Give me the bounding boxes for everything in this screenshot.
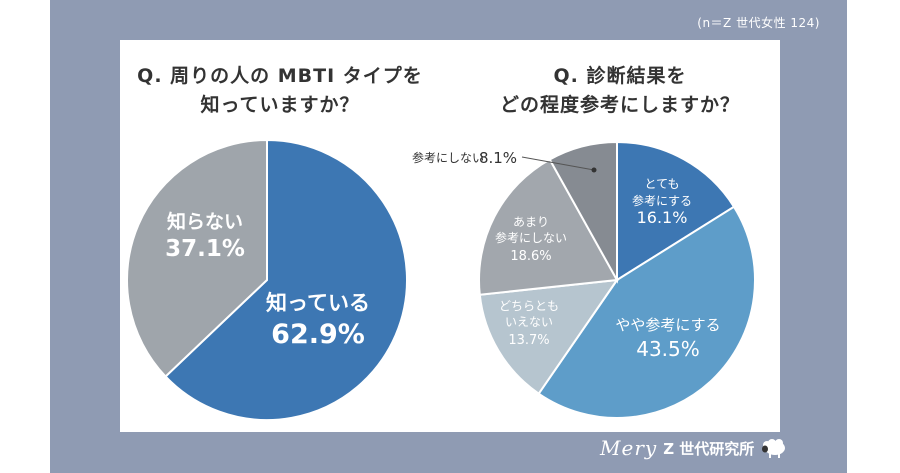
chart1-slice-1-value: 62.9% (271, 319, 365, 350)
chart2-slice-5 (548, 140, 618, 284)
chart1-slice-1 (164, 138, 408, 421)
chart1-slice-2 (126, 138, 268, 378)
chart2-callout-line (521, 156, 595, 171)
chart2-slice-3-label-2: いえない (505, 315, 553, 329)
chart2-title: Q. 診断結果を どの程度参考にしますか？ (470, 62, 770, 120)
chart2-slice-4-label-1: あまり (513, 215, 549, 229)
chart2-slice-1-label-2: 参考にする (632, 193, 692, 208)
chart2-title-line1: Q. 診断結果を (553, 65, 687, 87)
chart2-slice-2-value: 43.5% (636, 337, 700, 361)
chart1-title-line1: Q. 周りの人の MBTI タイプを (137, 65, 423, 87)
sample-note: (n＝Z 世代女性 124) (697, 16, 820, 30)
sheep-icon (762, 439, 786, 458)
chart2-slice-3-value: 13.7% (508, 333, 549, 348)
chart2-slice-2 (537, 205, 756, 419)
chart2-slice-3 (478, 278, 620, 396)
chart2-slice-1 (616, 140, 736, 282)
chart2-slice-5-value: 8.1% (479, 149, 517, 167)
chart2-callout-dot (591, 167, 597, 173)
chart1-slice-1-label-1: 知っている (266, 291, 370, 315)
chart1-slice-2-label-1: 知らない (167, 210, 243, 233)
chart2-slice-4-label-2: 参考にしない (495, 230, 567, 245)
brand-script: Mery (600, 436, 658, 460)
chart2-slice-1-label-1: とても (644, 177, 679, 191)
chart2-slice-4-value: 18.6% (510, 249, 551, 264)
chart2-slice-2-label-1: やや参考にする (615, 316, 720, 334)
chart2-slice-1-value: 16.1% (637, 208, 688, 227)
chart2-slice-5-label: 参考にしない (412, 150, 484, 165)
brand: Mery Z 世代研究所 (600, 436, 790, 460)
chart1-title-line2: 知っていますか？ (200, 94, 360, 116)
chart2-slice-3-label-1: どちらとも (499, 299, 559, 313)
chart2-title-line2: どの程度参考にしますか？ (499, 94, 740, 116)
chart2-slice-4 (478, 158, 619, 296)
brand-name: Z 世代研究所 (663, 439, 755, 458)
chart1-slice-2-value: 37.1% (165, 236, 245, 262)
chart1-title: Q. 周りの人の MBTI タイプを 知っていますか？ (130, 62, 430, 120)
